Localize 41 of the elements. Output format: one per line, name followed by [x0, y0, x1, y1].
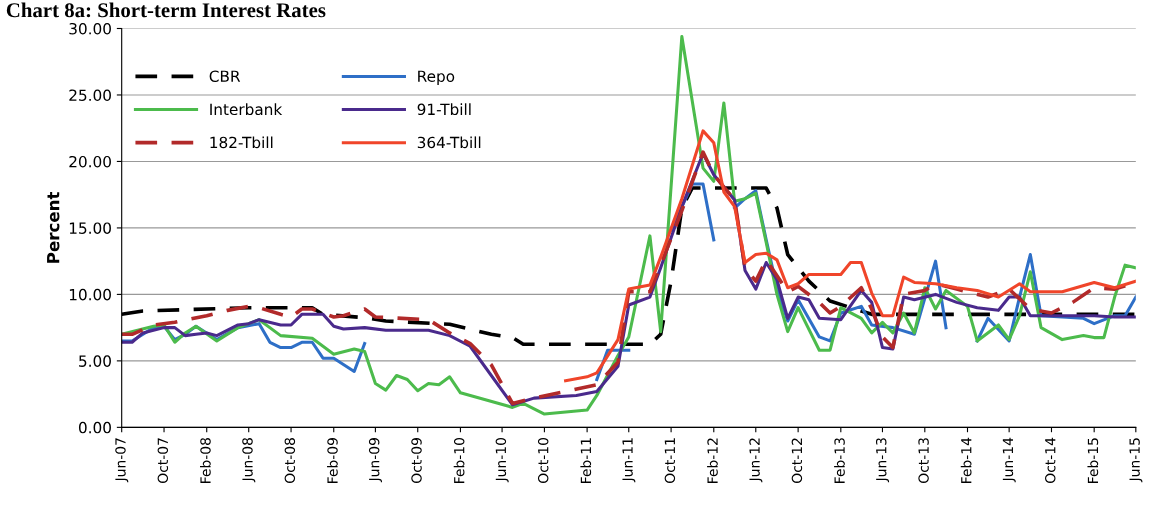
- x-tick-label: Oct-11: [664, 438, 676, 483]
- legend-label: 364-Tbill: [417, 136, 481, 149]
- legend-label: 91-Tbill: [417, 103, 471, 116]
- x-tick-label: Oct-09: [411, 438, 422, 483]
- x-tick-label: Oct-13: [918, 438, 929, 483]
- legend-label: 182-Tbill: [210, 136, 273, 149]
- x-tick-label: Oct-08: [284, 438, 296, 483]
- y-tick-label: 5.00: [79, 355, 111, 367]
- x-tick-label: Feb-09: [327, 438, 338, 483]
- x-tick-label: Feb-12: [707, 438, 718, 483]
- x-tick-label: Feb-13: [834, 438, 845, 483]
- x-tick-label: Jun-10: [495, 437, 509, 483]
- x-tick-label: Oct-14: [1045, 437, 1056, 483]
- legend-label: Interbank: [210, 103, 283, 116]
- y-tick-label: 25.00: [69, 89, 111, 101]
- x-tick-label: Oct-10: [537, 437, 549, 483]
- y-tick-label: 0.00: [78, 421, 111, 434]
- chart-title: Chart 8a: Short-term Interest Rates: [6, 2, 326, 18]
- x-tick-label: Jun-11: [622, 438, 636, 483]
- y-axis-title: Percent: [47, 191, 60, 263]
- x-tick-label: Jun-14: [1002, 437, 1016, 483]
- x-tick-label: Jun-08: [242, 438, 256, 483]
- x-tick-label: Oct-12: [791, 438, 803, 483]
- legend-label: Repo: [418, 70, 455, 85]
- x-tick-label: Jun-12: [749, 438, 763, 483]
- x-tick-label: Jun-07: [115, 438, 129, 483]
- x-tick-label: Feb-08: [200, 438, 211, 483]
- y-tick-label: 10.00: [69, 288, 111, 301]
- y-tick-label: 20.00: [69, 155, 111, 168]
- x-tick-label: Jun-15: [1129, 438, 1143, 483]
- x-tick-label: Jun-09: [368, 438, 383, 483]
- x-tick-label: Feb-11: [580, 438, 592, 483]
- x-tick-label: Feb-14: [960, 437, 972, 483]
- y-tick-label: 30.00: [69, 22, 111, 35]
- y-tick-label: 15.00: [69, 222, 111, 234]
- x-tick-label: Oct-07: [157, 438, 169, 483]
- x-tick-label: Jun-13: [875, 438, 890, 483]
- x-tick-label: Feb-15: [1087, 438, 1099, 483]
- legend-label: CBR: [209, 70, 241, 82]
- line-series: [564, 129, 1136, 383]
- x-tick-label: Feb-10: [453, 438, 465, 483]
